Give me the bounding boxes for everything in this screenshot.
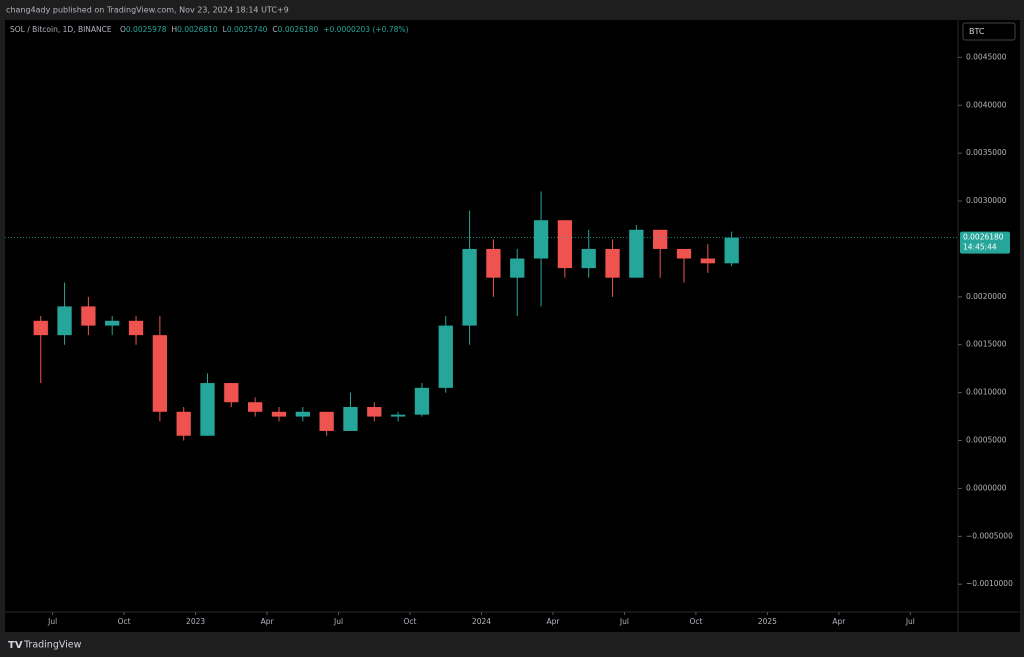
published-note: chang4ady published on TradingView.com, … xyxy=(6,6,289,15)
y-tick-label: 0.0020000 xyxy=(966,292,1007,301)
candle-body xyxy=(724,237,739,264)
symbol-title: SOL / Bitcoin, 1D, BINANCE xyxy=(10,25,112,34)
candle-body xyxy=(390,414,406,417)
candle-body xyxy=(33,320,48,336)
candle-body xyxy=(605,248,620,278)
candle-body xyxy=(343,407,358,431)
y-tick-label: −0.0005000 xyxy=(966,531,1013,540)
candle-body xyxy=(128,320,144,336)
x-tick-label: Oct xyxy=(118,617,131,626)
candle-body xyxy=(557,220,573,269)
y-tick-label: 0.0015000 xyxy=(966,340,1007,349)
x-tick-label: Jul xyxy=(905,617,915,626)
y-tick-label: 0.0030000 xyxy=(966,196,1007,205)
logo-mark: 𝗧𝗩 xyxy=(8,640,23,651)
legend-key: C xyxy=(272,25,277,34)
candle-body xyxy=(700,258,715,264)
x-tick-label: Jul xyxy=(619,617,629,626)
x-tick-label: Jul xyxy=(47,617,57,626)
candle-body xyxy=(81,306,96,326)
legend-value: 0.0026810 xyxy=(177,25,218,34)
candle-body xyxy=(105,320,120,326)
candle-body xyxy=(57,306,72,336)
candle-body xyxy=(295,411,310,417)
candle-body xyxy=(581,248,596,269)
x-tick-label: 2025 xyxy=(758,617,777,626)
y-tick-label: 0.0000000 xyxy=(966,483,1007,492)
candle-body xyxy=(510,258,525,278)
candle-body xyxy=(200,383,215,436)
candle-body xyxy=(533,220,549,259)
x-tick-label: Apr xyxy=(261,617,275,626)
legend-key: O xyxy=(120,25,126,34)
candle-body xyxy=(462,248,477,326)
candle-body xyxy=(152,335,168,412)
x-tick-label: Jul xyxy=(333,617,343,626)
x-tick-label: Apr xyxy=(832,617,846,626)
chart-area xyxy=(5,20,1020,632)
candle-body xyxy=(414,387,430,415)
logo-text: TradingView xyxy=(23,640,82,651)
y-tick-label: 0.0045000 xyxy=(966,52,1007,61)
candle-body xyxy=(629,229,644,278)
candle-body xyxy=(486,248,501,278)
x-tick-label: 2024 xyxy=(472,617,491,626)
currency-label[interactable]: BTC xyxy=(969,27,985,36)
y-tick-label: 0.0010000 xyxy=(966,388,1007,397)
currency-button[interactable] xyxy=(962,22,1016,41)
candle-body xyxy=(367,407,382,417)
x-tick-label: Oct xyxy=(689,617,702,626)
legend-change: +0.0000203 (+0.78%) xyxy=(323,25,408,34)
candle-body xyxy=(438,325,453,388)
legend-value: 0.0025740 xyxy=(227,25,268,34)
candle-body xyxy=(271,411,287,417)
y-tick-label: 0.0040000 xyxy=(966,100,1007,109)
legend-key: H xyxy=(171,25,177,34)
candle-body xyxy=(319,411,334,431)
x-tick-label: Apr xyxy=(546,617,560,626)
candle-body xyxy=(224,383,239,403)
legend: O0.0025978 H0.0026810 L0.0025740 C0.0026180… xyxy=(120,25,408,34)
candle-body xyxy=(676,248,692,259)
logo: 𝗧𝗩 TradingView xyxy=(8,640,82,652)
legend-key: L xyxy=(223,25,228,34)
y-tick-label: 0.0035000 xyxy=(966,148,1007,157)
y-tick-label: 0.0005000 xyxy=(966,436,1007,445)
candle-body xyxy=(176,411,191,436)
y-tick-label: −0.0010000 xyxy=(966,579,1013,588)
candle-body xyxy=(653,229,668,249)
legend-value: 0.0026180 xyxy=(278,25,319,34)
last-price-label: 0.0026180 xyxy=(963,233,1004,242)
x-tick-label: Oct xyxy=(404,617,417,626)
x-tick-label: 2023 xyxy=(186,617,205,626)
last-price-box xyxy=(960,231,1010,254)
countdown: 14:45:44 xyxy=(963,243,997,252)
legend-value: 0.0025978 xyxy=(126,25,167,34)
candle-body xyxy=(248,402,263,412)
